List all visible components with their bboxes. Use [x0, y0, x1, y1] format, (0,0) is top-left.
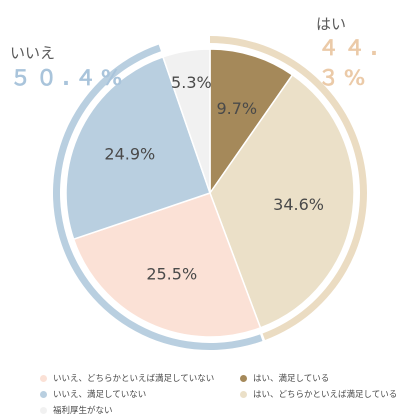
legend-item: はい、どちらかといえば満足している [240, 388, 397, 400]
pie-slice [65, 55, 211, 241]
group-label-no: いいえ [10, 44, 56, 62]
slice-value-label: 25.5% [146, 265, 197, 284]
group-percent-no: ５０.４% [10, 66, 128, 90]
slice-value-label: 9.7% [216, 99, 257, 118]
group-label-yes: はい [316, 15, 347, 33]
legend-label: はい、満足している [253, 374, 330, 384]
pie-slice [72, 192, 262, 338]
pie-slice [209, 48, 294, 196]
legend-label: 福利厚生がない [53, 406, 113, 416]
legend-swatch [40, 390, 47, 398]
legend-swatch [240, 390, 247, 398]
legend-swatch [40, 406, 47, 414]
legend-item: いいえ、満足していない [40, 388, 146, 400]
legend-item: 福利厚生がない [40, 404, 113, 416]
legend-label: いいえ、どちらかといえば満足していない [53, 374, 215, 384]
legend-item: いいえ、どちらかといえば満足していない [40, 372, 214, 384]
slice-value-label: 5.3% [171, 73, 212, 92]
slice-value-label: 34.6% [273, 195, 324, 214]
legend-swatch [240, 374, 247, 382]
legend-item: はい、満足している [240, 372, 329, 384]
pie-slice [161, 48, 211, 194]
slice-value-label: 24.9% [104, 145, 155, 164]
legend-label: はい、どちらかといえば満足している [253, 390, 398, 400]
group-percent-yes: ４４.３% [318, 36, 383, 90]
legend-label: いいえ、満足していない [53, 390, 147, 400]
legend-swatch [40, 374, 47, 382]
pie-slice [209, 73, 355, 329]
